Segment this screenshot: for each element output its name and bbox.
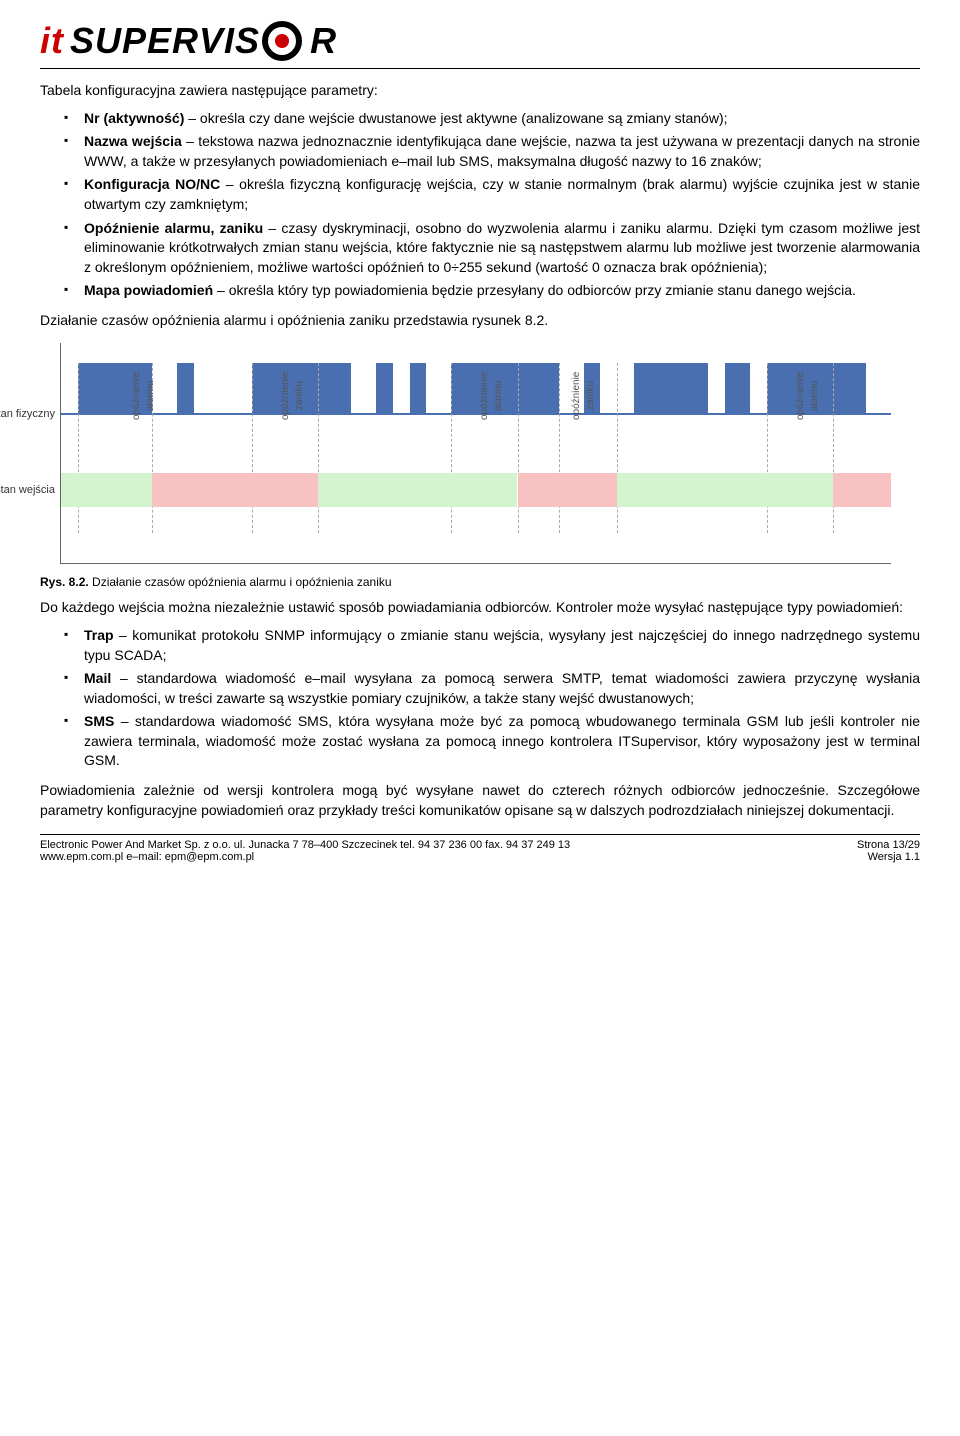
- chart-band: [61, 473, 152, 507]
- midline-text: Działanie czasów opóźnienia alarmu i opó…: [40, 311, 920, 331]
- footer-page: Strona 13/29: [857, 839, 920, 851]
- chart-label-physical: stan fizyczny: [0, 407, 55, 422]
- chart-pulse: [376, 363, 393, 415]
- chart-row-physical: stan fizycznyopóźnienie alarmuopóźnienie…: [61, 363, 891, 433]
- logo: it SUPERVIS R: [40, 20, 920, 62]
- chart-delay-label: opóźnienie zaniku: [279, 367, 307, 425]
- chart-band: [617, 473, 833, 507]
- param-item: Opóźnienie alarmu, zaniku – czasy dyskry…: [84, 219, 920, 278]
- param-item: Konfiguracja NO/NC – określa fizyczną ko…: [84, 175, 920, 214]
- chart-dash: [318, 363, 319, 533]
- logo-sup-right: R: [310, 20, 337, 62]
- chart-pulse: [177, 363, 194, 415]
- notif-item: SMS – standardowa wiadomość SMS, która w…: [84, 712, 920, 771]
- para-notif-intro: Do każdego wejścia można niezależnie ust…: [40, 598, 920, 618]
- chart-band: [152, 473, 318, 507]
- notif-item: Mail – standardowa wiadomość e–mail wysy…: [84, 669, 920, 708]
- bottom-rule: [40, 834, 920, 835]
- notif-list: Trap – komunikat protokołu SNMP informuj…: [40, 626, 920, 771]
- chart-delay-label: opóźnienie zaniku: [570, 367, 598, 425]
- footer-line2: www.epm.com.pl e–mail: epm@epm.com.pl: [40, 851, 570, 863]
- chart-band: [318, 473, 517, 507]
- figure-caption: Rys. 8.2. Działanie czasów opóźnienia al…: [40, 574, 920, 591]
- params-list: Nr (aktywność) – określa czy dane wejści…: [40, 109, 920, 301]
- logo-it: it: [40, 20, 64, 62]
- chart-row-state: stan wejścia: [61, 473, 891, 507]
- footer: Electronic Power And Market Sp. z o.o. u…: [40, 839, 920, 863]
- chart-pulse: [634, 363, 709, 415]
- chart-dash: [617, 363, 618, 533]
- intro-text: Tabela konfiguracyjna zawiera następując…: [40, 81, 920, 101]
- param-item: Mapa powiadomień – określa który typ pow…: [84, 281, 920, 301]
- chart-delay-label: opóźnienie alarmu: [478, 367, 506, 425]
- chart-dash: [78, 363, 79, 533]
- footer-line1: Electronic Power And Market Sp. z o.o. u…: [40, 839, 570, 851]
- logo-eye-icon: [262, 21, 302, 61]
- chart-delay-label: opóźnienie alarmu: [130, 367, 158, 425]
- param-item: Nr (aktywność) – określa czy dane wejści…: [84, 109, 920, 129]
- chart-dash: [833, 363, 834, 533]
- chart-dash: [252, 363, 253, 533]
- chart-delay-label: opóźnienie alarmu: [794, 367, 822, 425]
- timing-chart: stan fizycznyopóźnienie alarmuopóźnienie…: [40, 343, 920, 564]
- chart-pulse: [725, 363, 750, 415]
- param-item: Nazwa wejścia – tekstowa nazwa jednoznac…: [84, 132, 920, 171]
- chart-dash: [518, 363, 519, 533]
- footer-version: Wersja 1.1: [857, 851, 920, 863]
- top-rule: [40, 68, 920, 69]
- chart-dash: [767, 363, 768, 533]
- notif-item: Trap – komunikat protokołu SNMP informuj…: [84, 626, 920, 665]
- para-outro: Powiadomienia zależnie od wersji kontrol…: [40, 781, 920, 820]
- chart-dash: [559, 363, 560, 533]
- chart-band: [833, 473, 891, 507]
- logo-sup-left: SUPERVIS: [70, 20, 260, 62]
- chart-band: [518, 473, 618, 507]
- chart-pulse: [410, 363, 427, 415]
- chart-dash: [451, 363, 452, 533]
- chart-label-state: stan wejścia: [0, 483, 55, 498]
